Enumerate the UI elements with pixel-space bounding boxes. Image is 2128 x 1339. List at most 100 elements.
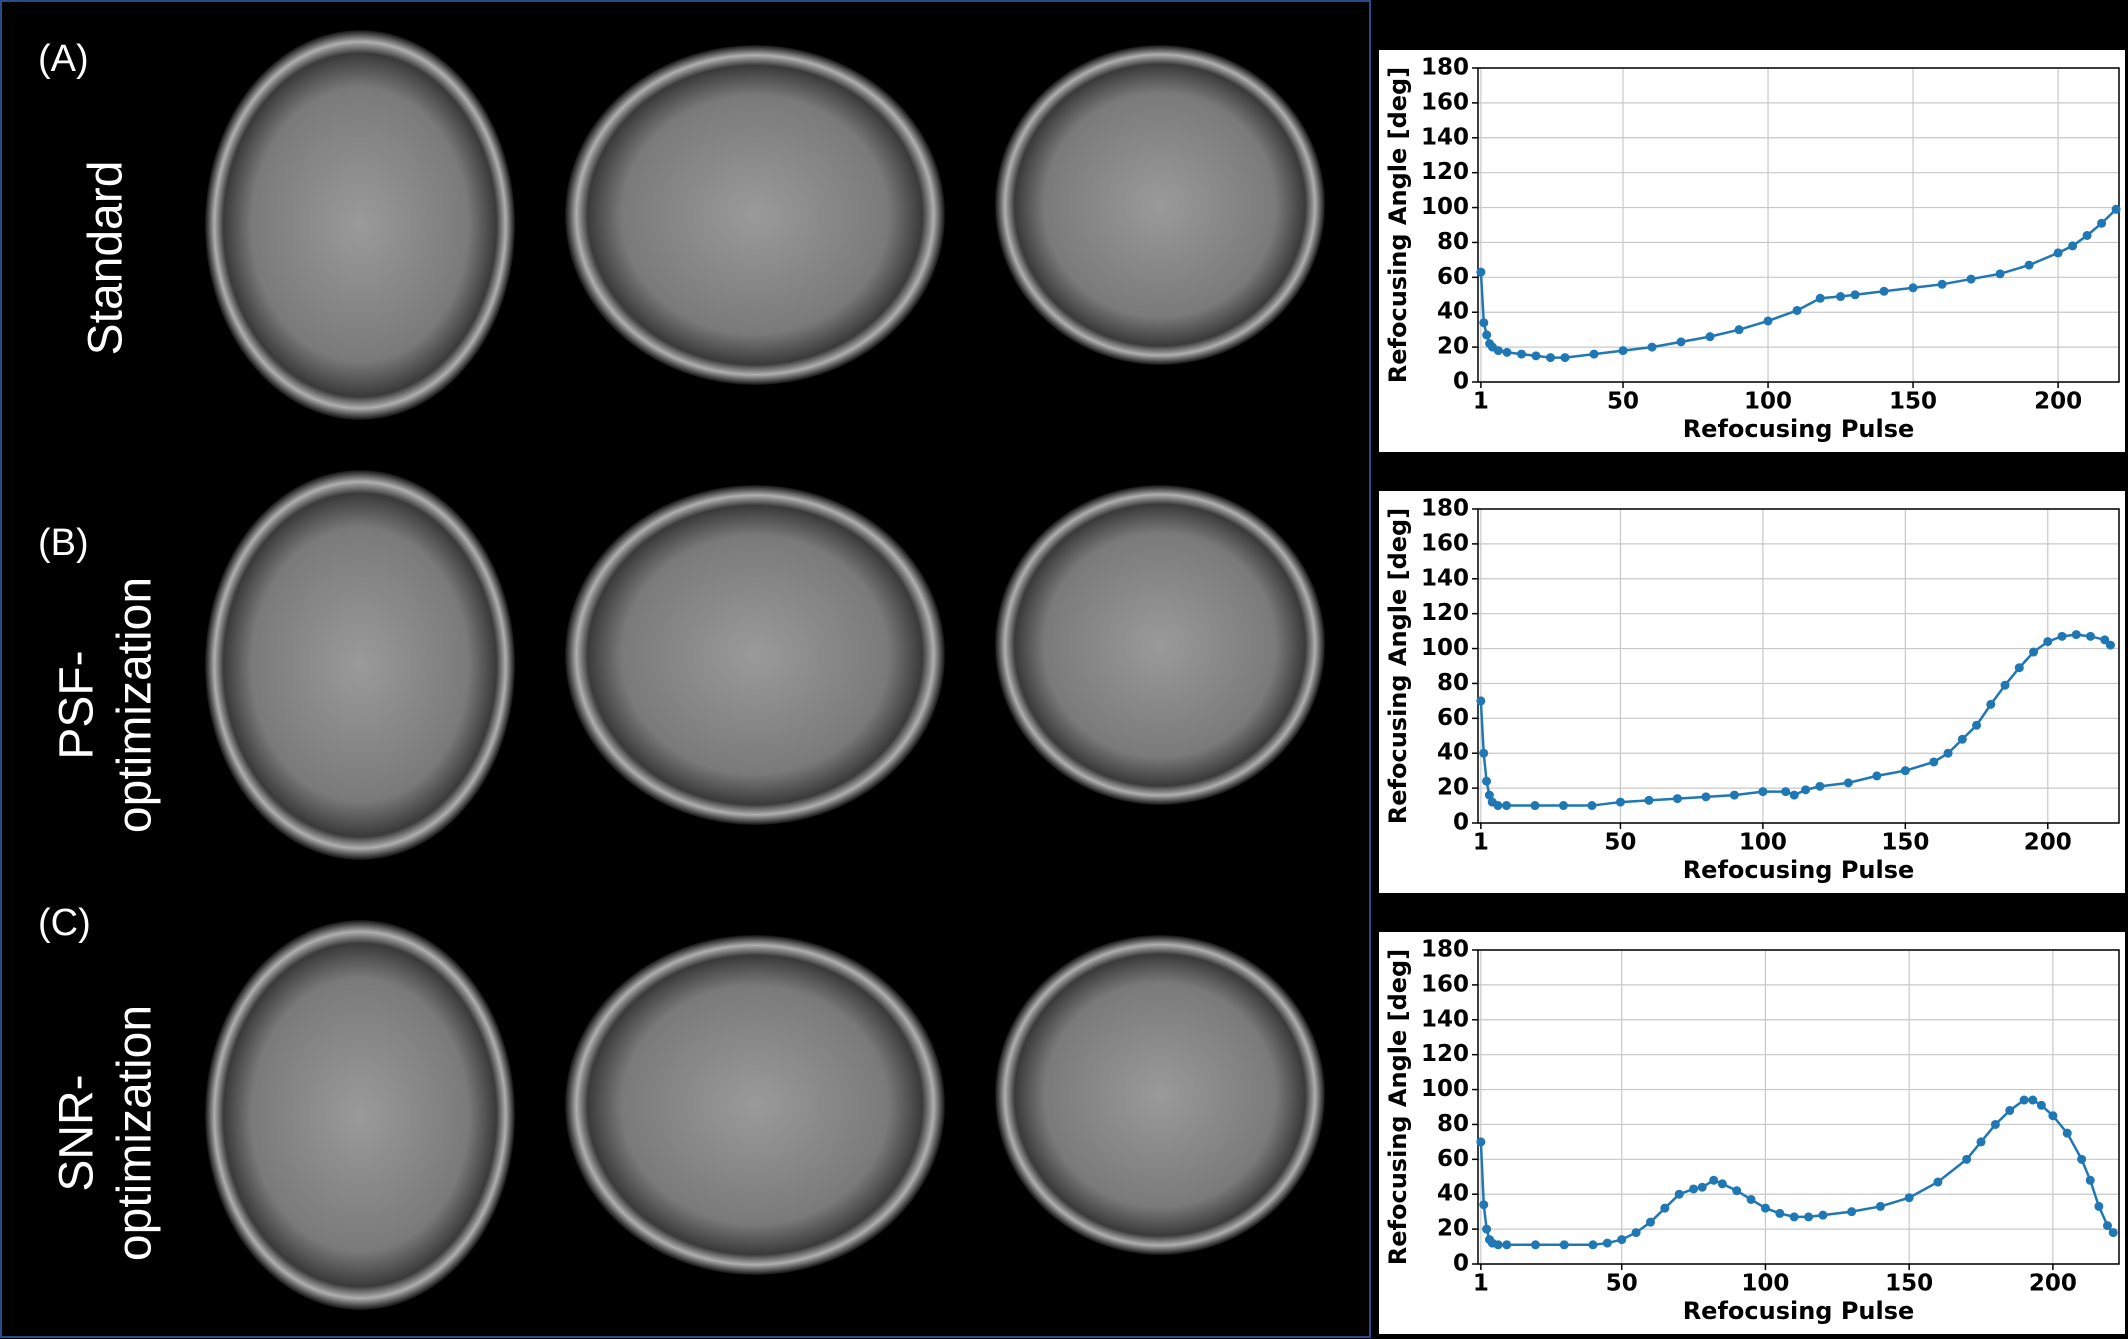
data-point	[2029, 647, 2039, 657]
row-label: optimization	[109, 577, 162, 833]
data-point	[1957, 734, 1967, 744]
x-axis-label: Refocusing Pulse	[1683, 415, 1915, 443]
data-point	[1559, 1240, 1569, 1250]
data-point	[2062, 1128, 2072, 1138]
data-point	[1647, 342, 1657, 352]
data-point	[1789, 790, 1799, 800]
y-tick-label: 140	[1421, 124, 1469, 150]
y-tick-label: 180	[1421, 55, 1469, 81]
data-point	[1493, 346, 1503, 356]
mri-coronal	[995, 45, 1325, 365]
data-point	[1615, 797, 1625, 807]
panel-label: (C)	[38, 902, 91, 944]
data-point	[1929, 757, 1939, 767]
y-tick-label: 120	[1421, 600, 1469, 626]
data-point	[1482, 1224, 1492, 1234]
data-point	[1479, 748, 1489, 758]
data-point	[1493, 1240, 1503, 1250]
data-point	[1900, 766, 1910, 776]
data-point	[1558, 801, 1568, 811]
data-point	[1644, 795, 1654, 805]
mri-coronal	[995, 485, 1325, 805]
x-tick-label: 200	[2024, 830, 2072, 856]
data-point	[2082, 230, 2092, 240]
data-point	[1734, 325, 1744, 335]
data-point	[1674, 1189, 1684, 1199]
y-tick-label: 60	[1437, 1146, 1469, 1172]
y-tick-label: 100	[1421, 1076, 1469, 1102]
x-tick-label: 150	[1889, 389, 1937, 415]
data-point	[1746, 1194, 1756, 1204]
y-tick-label: 120	[1421, 159, 1469, 185]
y-tick-label: 160	[1421, 89, 1469, 115]
data-point	[1479, 1200, 1489, 1210]
data-point	[1943, 748, 1953, 758]
x-tick-label: 200	[2029, 1271, 2077, 1297]
chart-background	[1379, 50, 2125, 452]
mri-coronal	[995, 935, 1325, 1255]
y-tick-label: 100	[1421, 194, 1469, 220]
x-tick-label: 1	[1473, 389, 1489, 415]
data-point	[1792, 305, 1802, 315]
y-tick-label: 140	[1421, 565, 1469, 591]
data-point	[2048, 1111, 2058, 1121]
y-tick-label: 40	[1437, 1181, 1469, 1207]
data-point	[1482, 330, 1492, 340]
data-point	[1482, 776, 1492, 786]
data-point	[1660, 1203, 1670, 1213]
data-point	[1815, 293, 1825, 303]
y-tick-label: 40	[1437, 299, 1469, 325]
y-tick-label: 80	[1437, 229, 1469, 255]
data-point	[1789, 1212, 1799, 1222]
data-point	[2103, 1221, 2113, 1231]
data-point	[1479, 318, 1489, 328]
data-point	[1872, 771, 1882, 781]
y-tick-label: 80	[1437, 1111, 1469, 1137]
data-point	[1937, 279, 1947, 289]
y-tick-label: 20	[1437, 334, 1469, 360]
y-tick-label: 20	[1437, 1216, 1469, 1242]
x-tick-label: 50	[1606, 1271, 1638, 1297]
data-point	[1972, 720, 1982, 730]
data-point	[2014, 663, 2024, 673]
row-label: optimization	[109, 1005, 162, 1261]
x-tick-label: 200	[2034, 389, 2082, 415]
data-point	[2053, 248, 2063, 258]
data-point	[1760, 1203, 1770, 1213]
mri-sagittal	[565, 485, 945, 825]
data-point	[1818, 1210, 1828, 1220]
data-point	[2043, 637, 2053, 647]
x-tick-label: 1	[1473, 1271, 1489, 1297]
y-axis-label: Refocusing Angle [deg]	[1384, 508, 1412, 824]
y-tick-label: 0	[1453, 810, 1469, 836]
data-point	[2024, 260, 2034, 270]
data-point	[1933, 1177, 1943, 1187]
data-point	[1676, 337, 1686, 347]
data-point	[1875, 1201, 1885, 1211]
x-tick-label: 100	[1744, 389, 1792, 415]
row-label: PSF-	[51, 650, 104, 759]
data-point	[1502, 1240, 1512, 1250]
data-point	[1717, 1179, 1727, 1189]
y-tick-label: 160	[1421, 530, 1469, 556]
plot-frame	[1477, 949, 2120, 1265]
data-point	[1815, 781, 1825, 791]
x-tick-label: 100	[1739, 830, 1787, 856]
y-tick-label: 0	[1453, 369, 1469, 395]
data-point	[1588, 1240, 1598, 1250]
data-point	[2108, 1228, 2118, 1238]
data-point	[2005, 1105, 2015, 1115]
mri-axial	[205, 30, 515, 420]
chart-background	[1379, 932, 2125, 1334]
data-point	[1501, 801, 1511, 811]
data-point	[1530, 1240, 1540, 1250]
data-point	[1709, 1175, 1719, 1185]
data-point	[1689, 1184, 1699, 1194]
x-tick-label: 50	[1604, 830, 1636, 856]
y-tick-label: 160	[1421, 971, 1469, 997]
data-point	[1763, 316, 1773, 326]
data-point	[1476, 1137, 1486, 1147]
